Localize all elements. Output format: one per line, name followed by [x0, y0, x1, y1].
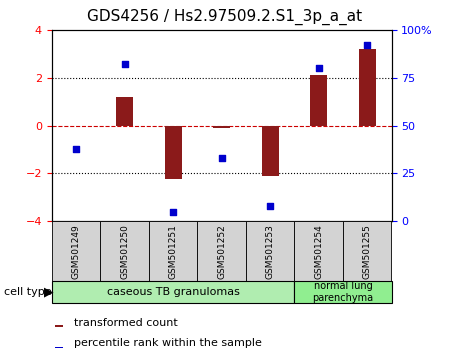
Point — [170, 209, 177, 215]
Text: cell type: cell type — [4, 287, 52, 297]
Bar — [246, 221, 294, 281]
Point — [315, 65, 322, 71]
Bar — [310, 75, 327, 126]
Text: GSM501254: GSM501254 — [314, 224, 323, 279]
Bar — [100, 221, 149, 281]
Text: GSM501250: GSM501250 — [120, 224, 129, 279]
Bar — [55, 347, 63, 348]
Bar — [343, 221, 392, 281]
Text: GSM501249: GSM501249 — [72, 224, 81, 279]
Bar — [116, 97, 133, 126]
Point — [72, 146, 80, 152]
Text: GSM501255: GSM501255 — [363, 224, 372, 279]
Text: GDS4256 / Hs2.97509.2.S1_3p_a_at: GDS4256 / Hs2.97509.2.S1_3p_a_at — [87, 9, 363, 25]
Point — [218, 155, 225, 161]
Text: GSM501251: GSM501251 — [169, 224, 178, 279]
Bar — [52, 281, 294, 303]
Bar — [149, 221, 198, 281]
Bar — [261, 126, 279, 176]
Point — [266, 203, 274, 209]
Text: transformed count: transformed count — [74, 318, 178, 328]
Point — [364, 42, 371, 48]
Bar — [359, 49, 376, 126]
Bar — [165, 126, 182, 179]
Bar — [294, 221, 343, 281]
Bar — [52, 221, 100, 281]
Text: ▶: ▶ — [44, 286, 54, 298]
Text: normal lung
parenchyma: normal lung parenchyma — [312, 281, 373, 303]
Text: percentile rank within the sample: percentile rank within the sample — [74, 338, 262, 348]
Point — [121, 62, 128, 67]
Bar — [55, 325, 63, 327]
Bar — [198, 221, 246, 281]
Text: GSM501253: GSM501253 — [266, 224, 274, 279]
Text: caseous TB granulomas: caseous TB granulomas — [107, 287, 239, 297]
Bar — [294, 281, 392, 303]
Bar — [213, 126, 230, 128]
Text: GSM501252: GSM501252 — [217, 224, 226, 279]
